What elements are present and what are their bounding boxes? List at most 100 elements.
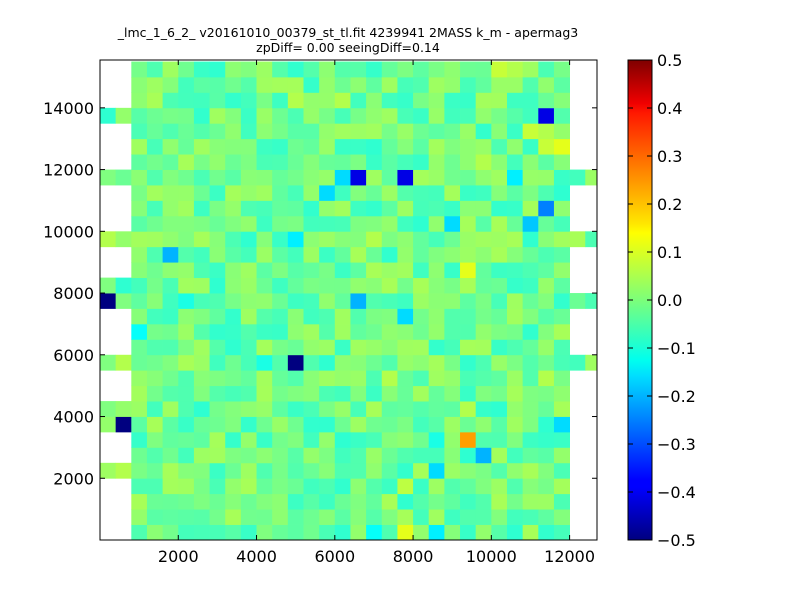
heatmap-cell	[381, 169, 398, 186]
heatmap-cell	[475, 61, 492, 78]
heatmap-cell	[272, 293, 289, 309]
heatmap-cell	[193, 215, 210, 232]
heatmap-cell	[506, 61, 524, 78]
heatmap-cell	[428, 308, 445, 325]
heatmap-cell	[193, 354, 210, 371]
heatmap-cell	[522, 123, 539, 140]
heatmap-cell	[256, 493, 273, 510]
heatmap-cell	[366, 524, 383, 540]
heatmap-cell	[334, 92, 351, 109]
heatmap-cell	[256, 339, 273, 356]
heatmap-cell	[428, 447, 445, 464]
heatmap-cell	[413, 154, 430, 170]
heatmap-cell	[162, 277, 179, 294]
heatmap-cell	[162, 509, 179, 525]
heatmap-cell	[428, 277, 445, 294]
heatmap-cell	[100, 354, 117, 371]
heatmap-cell	[131, 462, 148, 479]
heatmap-cell	[538, 262, 555, 279]
heatmap-cell	[538, 431, 555, 448]
heatmap-cell	[240, 92, 257, 109]
heatmap-cell	[193, 154, 210, 170]
axes: 2000 4000 6000 8000 10000 12000 2000 4000 6000 80…	[43, 60, 597, 566]
heatmap-cell	[272, 231, 289, 248]
heatmap-cell	[491, 154, 508, 170]
heatmap-cell	[397, 262, 414, 279]
heatmap-cell	[413, 262, 430, 279]
heatmap-cell	[506, 246, 524, 263]
heatmap-cell	[413, 416, 430, 433]
heatmap-cell	[538, 478, 555, 495]
heatmap-cell	[193, 416, 210, 433]
heatmap-cell	[146, 200, 164, 217]
heatmap-cell	[522, 61, 539, 78]
heatmap-cell	[491, 339, 508, 356]
heatmap-cell	[240, 231, 257, 248]
heatmap-cell	[131, 447, 148, 464]
heatmap-cell	[162, 262, 179, 279]
heatmap-cell	[397, 308, 414, 325]
heatmap-cell	[146, 478, 164, 495]
heatmap-cell	[115, 231, 132, 248]
heatmap-cell	[240, 138, 257, 155]
heatmap-cell	[381, 200, 398, 217]
heatmap-cell	[444, 308, 461, 325]
y-tick-label: 6000	[53, 346, 94, 365]
heatmap-cell	[319, 200, 336, 217]
heatmap-cell	[460, 431, 477, 448]
heatmap-cell	[491, 92, 508, 109]
heatmap-cell	[381, 462, 398, 479]
heatmap-cell	[491, 200, 508, 217]
heatmap-cell	[460, 185, 477, 201]
heatmap-cell	[240, 447, 257, 464]
heatmap-cell	[444, 76, 461, 93]
heatmap-cell	[475, 416, 492, 433]
heatmap-cell	[225, 416, 242, 433]
heatmap-cell	[428, 293, 445, 309]
heatmap-cell	[381, 524, 398, 540]
heatmap-cell	[538, 323, 555, 340]
heatmap-cell	[475, 277, 492, 294]
heatmap-cell	[100, 293, 117, 309]
heatmap-cell	[334, 339, 351, 356]
heatmap-cell	[522, 154, 539, 170]
heatmap-cell	[397, 215, 414, 232]
heatmap-cell	[491, 524, 508, 540]
heatmap-cell	[240, 277, 257, 294]
heatmap-cell	[522, 308, 539, 325]
heatmap-cell	[162, 231, 179, 248]
heatmap-cell	[444, 185, 461, 201]
heatmap-cell	[287, 447, 304, 464]
heatmap-cell	[413, 401, 430, 417]
heatmap-cell	[256, 200, 273, 217]
heatmap-cell	[350, 447, 367, 464]
heatmap-cell	[444, 524, 461, 540]
heatmap-cell	[162, 416, 179, 433]
heatmap-cell	[397, 493, 414, 510]
heatmap-cell	[178, 123, 195, 140]
heatmap-cell	[115, 401, 132, 417]
heatmap-cell	[350, 462, 367, 479]
heatmap-cell	[413, 169, 430, 186]
heatmap-cell	[350, 323, 367, 340]
heatmap-cell	[553, 462, 570, 479]
heatmap-cell	[350, 231, 367, 248]
heatmap-cell	[444, 123, 461, 140]
heatmap-cell	[256, 138, 273, 155]
heatmap-cell	[303, 493, 320, 510]
heatmap-cell	[350, 431, 367, 448]
heatmap-cell	[366, 246, 383, 263]
heatmap-cell	[444, 169, 461, 186]
heatmap-cell	[413, 107, 430, 124]
heatmap-cell	[491, 493, 508, 510]
heatmap-cell	[209, 447, 226, 464]
heatmap-cell	[538, 107, 555, 124]
heatmap-cell	[381, 185, 398, 201]
heatmap-cell	[491, 431, 508, 448]
heatmap-cell	[131, 478, 148, 495]
heatmap-cell	[287, 339, 304, 356]
heatmap-cell	[209, 524, 226, 540]
heatmap-cell	[460, 200, 477, 217]
heatmap-cell	[538, 185, 555, 201]
heatmap-cell	[193, 308, 210, 325]
